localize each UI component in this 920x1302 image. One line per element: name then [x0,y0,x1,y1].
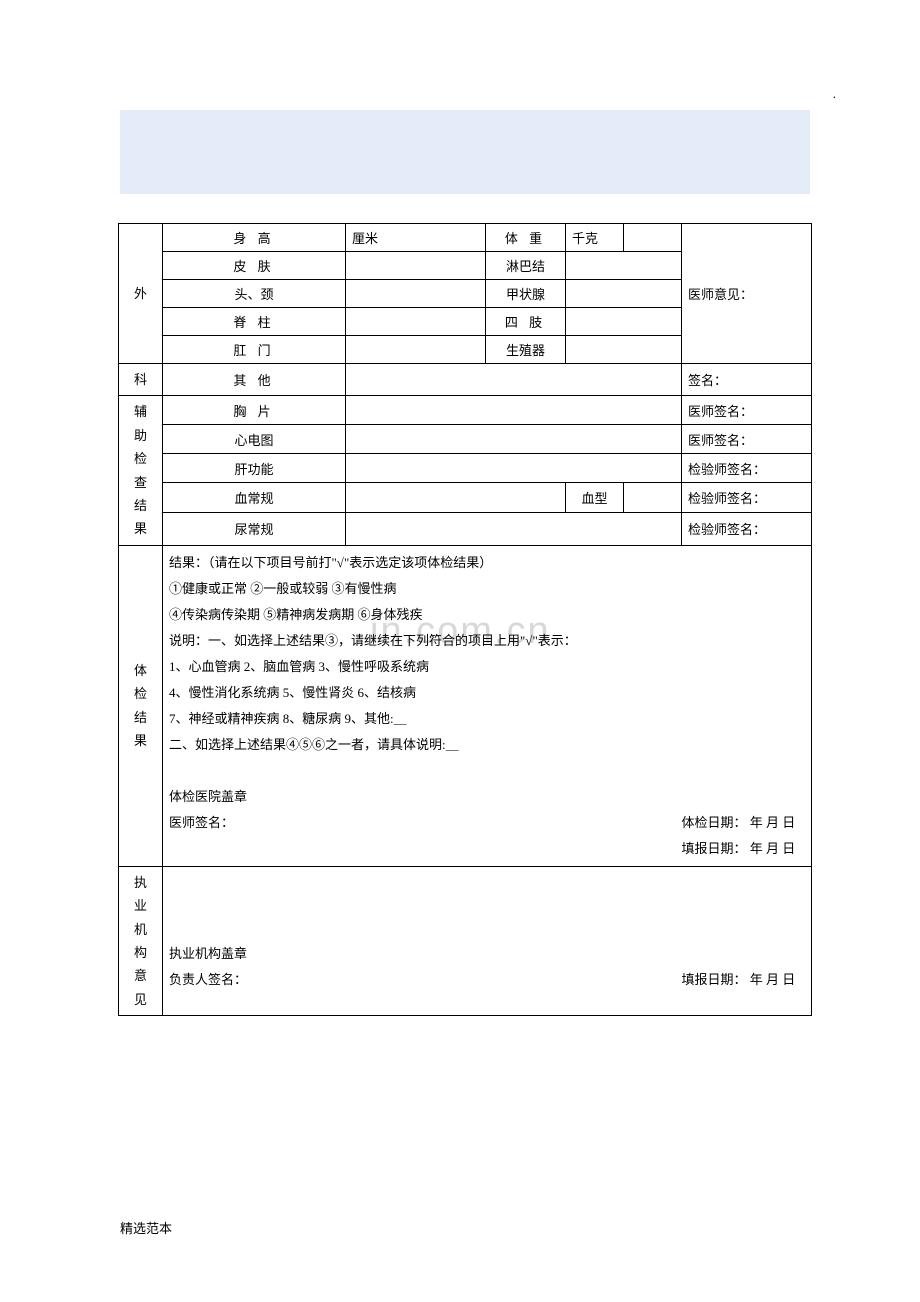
xray-value [346,396,682,425]
anus-value [346,336,486,364]
xray-label: 胸 片 [163,396,346,425]
section-label-org: 执 业 机 构 意 见 [119,866,163,1015]
section-label-surgery-bottom: 科 [119,364,163,396]
weight-label: 体 重 [486,224,566,252]
top-dot: . [833,86,836,102]
surgery-signature: 签名： [682,364,812,396]
spine-label: 脊 柱 [163,308,346,336]
ecg-sig: 医师签名： [682,425,812,454]
lymph-label: 淋巴结 [486,252,566,280]
limbs-label: 四 肢 [486,308,566,336]
other-label: 其 他 [163,364,346,396]
liver-sig: 检验师签名： [682,454,812,483]
limbs-value [566,308,682,336]
other-value [346,364,682,396]
genital-value [566,336,682,364]
spine-value [346,308,486,336]
section-label-surgery-top: 外 [119,224,163,364]
urine-sig: 检验师签名： [682,512,812,545]
weight-unit: 千克 [566,224,624,252]
urine-value [346,512,682,545]
blue-bar [120,110,810,194]
thyroid-value [566,280,682,308]
section-label-results: 体 检 结 果 [119,545,163,866]
thyroid-label: 甲状腺 [486,280,566,308]
height-unit: 厘米 [346,224,486,252]
medical-form-table: 外 身 高 厘米 体 重 千克 医师意见： 皮 肤 淋巴结 头、颈 甲状腺 脊 … [118,223,812,1016]
blood-routine-label: 血常规 [163,483,346,512]
genital-label: 生殖器 [486,336,566,364]
ecg-label: 心电图 [163,425,346,454]
blood-type-value [624,483,682,512]
weight-value [624,224,682,252]
blood-sig: 检验师签名： [682,483,812,512]
org-content: 执业机构盖章 负责人签名： 填报日期： 年 月 日 [163,866,812,1015]
height-label: 身 高 [163,224,346,252]
urine-label: 尿常规 [163,512,346,545]
head-neck-value [346,280,486,308]
skin-label: 皮 肤 [163,252,346,280]
lymph-value [566,252,682,280]
footer-text: 精选范本 [120,1218,172,1237]
results-content: 结果：（请在以下项目号前打"√"表示选定该项体检结果） ①健康或正常 ②一般或较… [163,545,812,866]
blood-type-label: 血型 [566,483,624,512]
anus-label: 肛 门 [163,336,346,364]
ecg-value [346,425,682,454]
liver-label: 肝功能 [163,454,346,483]
doctor-opinion: 医师意见： [682,224,812,364]
blood-routine-value [346,483,566,512]
liver-value [346,454,682,483]
xray-sig: 医师签名： [682,396,812,425]
head-neck-label: 头、颈 [163,280,346,308]
skin-value [346,252,486,280]
section-label-aux: 辅 助 检 查 结 果 [119,396,163,545]
